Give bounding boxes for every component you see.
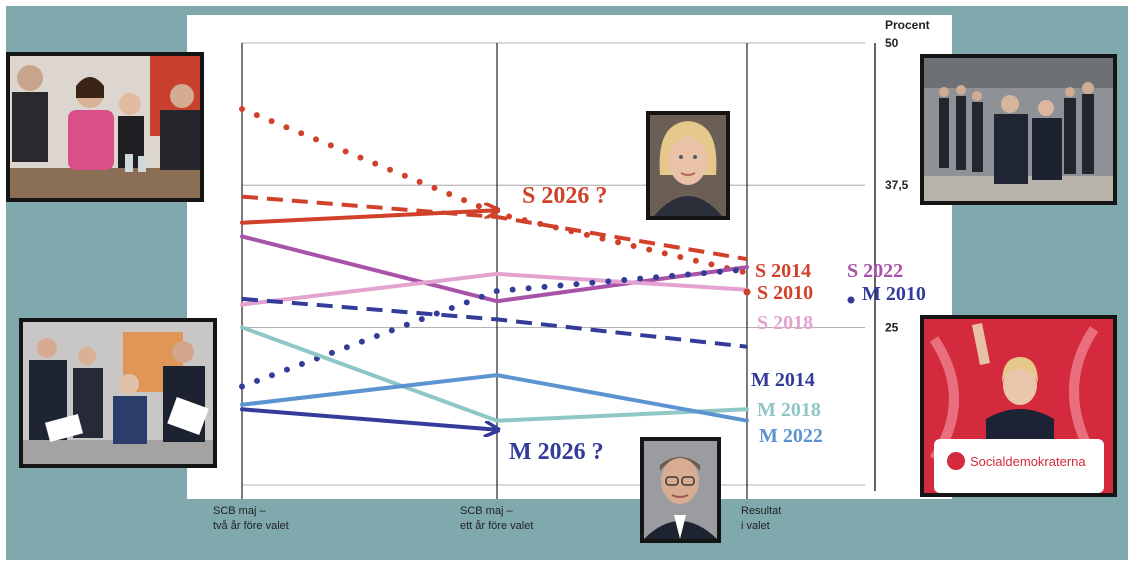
- x-category-1-line2: ett år före valet: [460, 520, 534, 532]
- series-line-s-2022: [240, 234, 749, 304]
- rose-logo-icon: [947, 452, 965, 470]
- series-label-s-2018: S 2018: [757, 312, 813, 334]
- series-line-m-2022: [240, 373, 749, 423]
- marker-dot-m-2010: [847, 296, 855, 304]
- x-category-0-line2: två år före valet: [213, 520, 289, 532]
- podium-sign-text: Socialdemokraterna: [970, 454, 1086, 469]
- x-category-0: SCB maj – två år före valet: [213, 504, 289, 534]
- x-category-2-line2: i valet: [741, 520, 770, 532]
- y-tick-label-0: 50: [885, 36, 899, 50]
- photo-ulf-kristersson-portrait: [640, 437, 721, 543]
- x-category-2: Resultat i valet: [741, 504, 781, 534]
- photo-ulf-kristersson-portrait-image: [644, 441, 717, 539]
- series-line-m-2018: [240, 325, 749, 423]
- series-line-m-2014: [241, 296, 748, 349]
- photo-government-walking-image: [924, 58, 1113, 201]
- photo-magdalena-andersson-portrait-image: [650, 115, 726, 216]
- series-label-s-2014: S 2014: [755, 260, 811, 282]
- series-line-m-2026: [240, 407, 497, 430]
- series-line-s-2010: [239, 106, 750, 276]
- x-category-0-line1: SCB maj –: [213, 505, 266, 517]
- photo-government-walking: [920, 54, 1117, 205]
- series-label-m-2022: M 2022: [759, 425, 823, 447]
- marker-dot-s-2010: [743, 288, 751, 296]
- x-category-2-line1: Resultat: [741, 505, 782, 517]
- photo-andersson-socialdemokraterna: Socialdemokraterna: [920, 315, 1117, 497]
- y-tick-label-2: 25: [885, 320, 899, 334]
- photo-andersson-socialdemokraterna-image: Socialdemokraterna: [924, 319, 1113, 493]
- series-label-s-2022: S 2022: [847, 260, 903, 282]
- photo-magdalena-andersson-portrait: [646, 111, 730, 220]
- series-line-s-2018: [240, 271, 749, 307]
- series-label-m-2014: M 2014: [751, 369, 815, 391]
- photo-party-leaders-table-image: [10, 56, 200, 198]
- chart-panel: 50 37,5 25 S 2010 S 2014 S 2026 ? S 2022 S 2018…: [187, 15, 952, 532]
- series-label-m-2010: M 2010: [862, 283, 926, 305]
- y-axis-unit-label: Procent: [885, 18, 930, 32]
- series-label-m-2026: M 2026 ?: [509, 439, 604, 465]
- series-label-m-2018: M 2018: [757, 399, 821, 421]
- photo-moderate-leaders-podium: [19, 318, 217, 468]
- photo-moderate-leaders-podium-image: [23, 322, 213, 464]
- y-tick-label-1: 37,5: [885, 178, 909, 192]
- x-category-1-line1: SCB maj –: [460, 505, 513, 517]
- series-label-s-2026: S 2026 ?: [522, 183, 607, 209]
- photo-party-leaders-table: [6, 52, 204, 202]
- series-line-m-2010: [239, 266, 750, 390]
- series-line-s-2026: [240, 210, 497, 225]
- x-category-1: SCB maj – ett år före valet: [460, 504, 533, 534]
- series-label-s-2010: S 2010: [757, 282, 813, 304]
